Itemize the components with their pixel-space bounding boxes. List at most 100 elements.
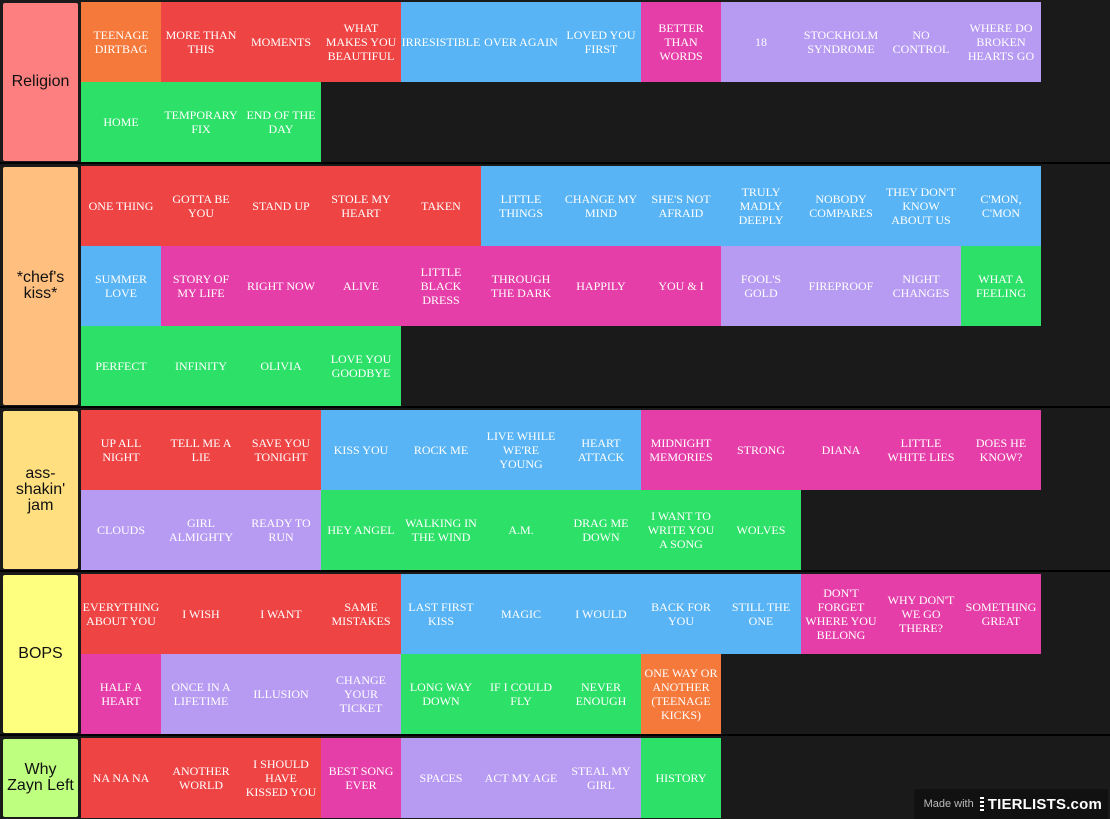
tier-item[interactable]: BETTER THAN WORDS (641, 2, 721, 82)
tier-item[interactable]: C'MON, C'MON (961, 166, 1041, 246)
tier-label[interactable]: ass-shakin' jam (3, 411, 78, 569)
tier-item[interactable]: SHE'S NOT AFRAID (641, 166, 721, 246)
tier-item[interactable]: ONE WAY OR ANOTHER (TEENAGE KICKS) (641, 654, 721, 734)
tier-item[interactable]: NEVER ENOUGH (561, 654, 641, 734)
tier-item[interactable]: PERFECT (81, 326, 161, 406)
tier-item[interactable]: HEY ANGEL (321, 490, 401, 570)
tier-item[interactable]: MAGIC (481, 574, 561, 654)
tier-item[interactable]: END OF THE DAY (241, 82, 321, 162)
tier-item[interactable]: I SHOULD HAVE KISSED YOU (241, 738, 321, 818)
tier-item[interactable]: DRAG ME DOWN (561, 490, 641, 570)
tier-item[interactable]: GOTTA BE YOU (161, 166, 241, 246)
tier-item[interactable]: IRRESISTIBLE (401, 2, 481, 82)
tier-item[interactable]: BACK FOR YOU (641, 574, 721, 654)
tier-item[interactable]: WHAT A FEELING (961, 246, 1041, 326)
tier-item[interactable]: SOMETHING GREAT (961, 574, 1041, 654)
tier-item[interactable]: DON'T FORGET WHERE YOU BELONG (801, 574, 881, 654)
tier-item[interactable]: WHY DON'T WE GO THERE? (881, 574, 961, 654)
tier-item[interactable]: 18 (721, 2, 801, 82)
tier-item[interactable]: READY TO RUN (241, 490, 321, 570)
tier-item[interactable]: TEMPORARY FIX (161, 82, 241, 162)
tier-item[interactable]: TAKEN (401, 166, 481, 246)
tier-item[interactable]: LITTLE THINGS (481, 166, 561, 246)
tier-item[interactable]: STEAL MY GIRL (561, 738, 641, 818)
tier-item[interactable]: TRULY MADLY DEEPLY (721, 166, 801, 246)
tier-item[interactable]: ONE THING (81, 166, 161, 246)
tier-item[interactable]: LITTLE BLACK DRESS (401, 246, 481, 326)
tier-label[interactable]: *chef's kiss* (3, 167, 78, 405)
tier-item[interactable]: MORE THAN THIS (161, 2, 241, 82)
tier-item[interactable]: I WOULD (561, 574, 641, 654)
tier-item[interactable]: MIDNIGHT MEMORIES (641, 410, 721, 490)
tier-item[interactable]: GIRL ALMIGHTY (161, 490, 241, 570)
tier-item[interactable]: HALF A HEART (81, 654, 161, 734)
tier-item[interactable]: HAPPILY (561, 246, 641, 326)
tier-item[interactable]: ROCK ME (401, 410, 481, 490)
tier-item[interactable]: STRONG (721, 410, 801, 490)
tier-item[interactable]: WALKING IN THE WIND (401, 490, 481, 570)
tier-item[interactable]: A.M. (481, 490, 561, 570)
tier-item[interactable]: RIGHT NOW (241, 246, 321, 326)
tier-item[interactable]: KISS YOU (321, 410, 401, 490)
tier-item[interactable]: EVERYTHING ABOUT YOU (81, 574, 161, 654)
tier-label[interactable]: BOPS (3, 575, 78, 733)
tier-item[interactable]: SUMMER LOVE (81, 246, 161, 326)
tier-item[interactable]: NA NA NA (81, 738, 161, 818)
tier-item[interactable]: I WANT TO WRITE YOU A SONG (641, 490, 721, 570)
tier-item[interactable]: SAME MISTAKES (321, 574, 401, 654)
tier-item[interactable]: HOME (81, 82, 161, 162)
tier-item[interactable]: LIVE WHILE WE'RE YOUNG (481, 410, 561, 490)
tier-label[interactable]: Religion (3, 3, 78, 161)
tier-item[interactable]: THROUGH THE DARK (481, 246, 561, 326)
tier-item[interactable]: ANOTHER WORLD (161, 738, 241, 818)
tier-item[interactable]: IF I COULD FLY (481, 654, 561, 734)
tier-item[interactable]: LONG WAY DOWN (401, 654, 481, 734)
tier-item[interactable]: THEY DON'T KNOW ABOUT US (881, 166, 961, 246)
tier-item[interactable]: CLOUDS (81, 490, 161, 570)
tier-item[interactable]: LOVE YOU GOODBYE (321, 326, 401, 406)
tier-item[interactable]: LITTLE WHITE LIES (881, 410, 961, 490)
tier-item[interactable]: DIANA (801, 410, 881, 490)
tier-item[interactable]: OVER AGAIN (481, 2, 561, 82)
tier-item[interactable]: TEENAGE DIRTBAG (81, 2, 161, 82)
tier-item[interactable]: HEART ATTACK (561, 410, 641, 490)
tier-item[interactable]: NOBODY COMPARES (801, 166, 881, 246)
tier-item[interactable]: STOLE MY HEART (321, 166, 401, 246)
tier-item[interactable]: INFINITY (161, 326, 241, 406)
tier-item[interactable]: WHERE DO BROKEN HEARTS GO (961, 2, 1041, 82)
tier-item[interactable]: WOLVES (721, 490, 801, 570)
tier-item[interactable]: STORY OF MY LIFE (161, 246, 241, 326)
tier-item[interactable]: STOCKHOLM SYNDROME (801, 2, 881, 82)
tier-item[interactable]: ALIVE (321, 246, 401, 326)
tier-label[interactable]: Why Zayn Left (3, 739, 78, 817)
tier-item[interactable]: SAVE YOU TONIGHT (241, 410, 321, 490)
tier-item[interactable]: DOES HE KNOW? (961, 410, 1041, 490)
tier-item[interactable]: CHANGE YOUR TICKET (321, 654, 401, 734)
tier-item[interactable]: NIGHT CHANGES (881, 246, 961, 326)
tier-item[interactable]: LOVED YOU FIRST (561, 2, 641, 82)
tier-item[interactable]: I WISH (161, 574, 241, 654)
tier-item[interactable]: STAND UP (241, 166, 321, 246)
tier-item[interactable]: TELL ME A LIE (161, 410, 241, 490)
tier-row-ass-shakin-jam: ass-shakin' jam UP ALL NIGHT TELL ME A LIE… (0, 408, 1110, 572)
tier-item[interactable]: ACT MY AGE (481, 738, 561, 818)
tier-item[interactable]: ILLUSION (241, 654, 321, 734)
tier-item[interactable]: UP ALL NIGHT (81, 410, 161, 490)
tier-item[interactable]: SPACES (401, 738, 481, 818)
tier-items: TEENAGE DIRTBAG MORE THAN THIS MOMENTS WHAT… (81, 2, 1041, 162)
tier-item[interactable]: FOOL'S GOLD (721, 246, 801, 326)
tier-item[interactable]: NO CONTROL (881, 2, 961, 82)
tier-item[interactable]: HISTORY (641, 738, 721, 818)
tier-item[interactable]: ONCE IN A LIFETIME (161, 654, 241, 734)
tier-item[interactable]: BEST SONG EVER (321, 738, 401, 818)
tier-item[interactable]: LAST FIRST KISS (401, 574, 481, 654)
tier-item[interactable]: I WANT (241, 574, 321, 654)
tier-item[interactable]: STILL THE ONE (721, 574, 801, 654)
tier-item[interactable]: FIREPROOF (801, 246, 881, 326)
tier-item[interactable]: MOMENTS (241, 2, 321, 82)
tier-item[interactable]: OLIVIA (241, 326, 321, 406)
tier-item[interactable]: WHAT MAKES YOU BEAUTIFUL (321, 2, 401, 82)
watermark[interactable]: Made with TIERLISTS.com (913, 789, 1108, 819)
tier-item[interactable]: YOU & I (641, 246, 721, 326)
tier-item[interactable]: CHANGE MY MIND (561, 166, 641, 246)
